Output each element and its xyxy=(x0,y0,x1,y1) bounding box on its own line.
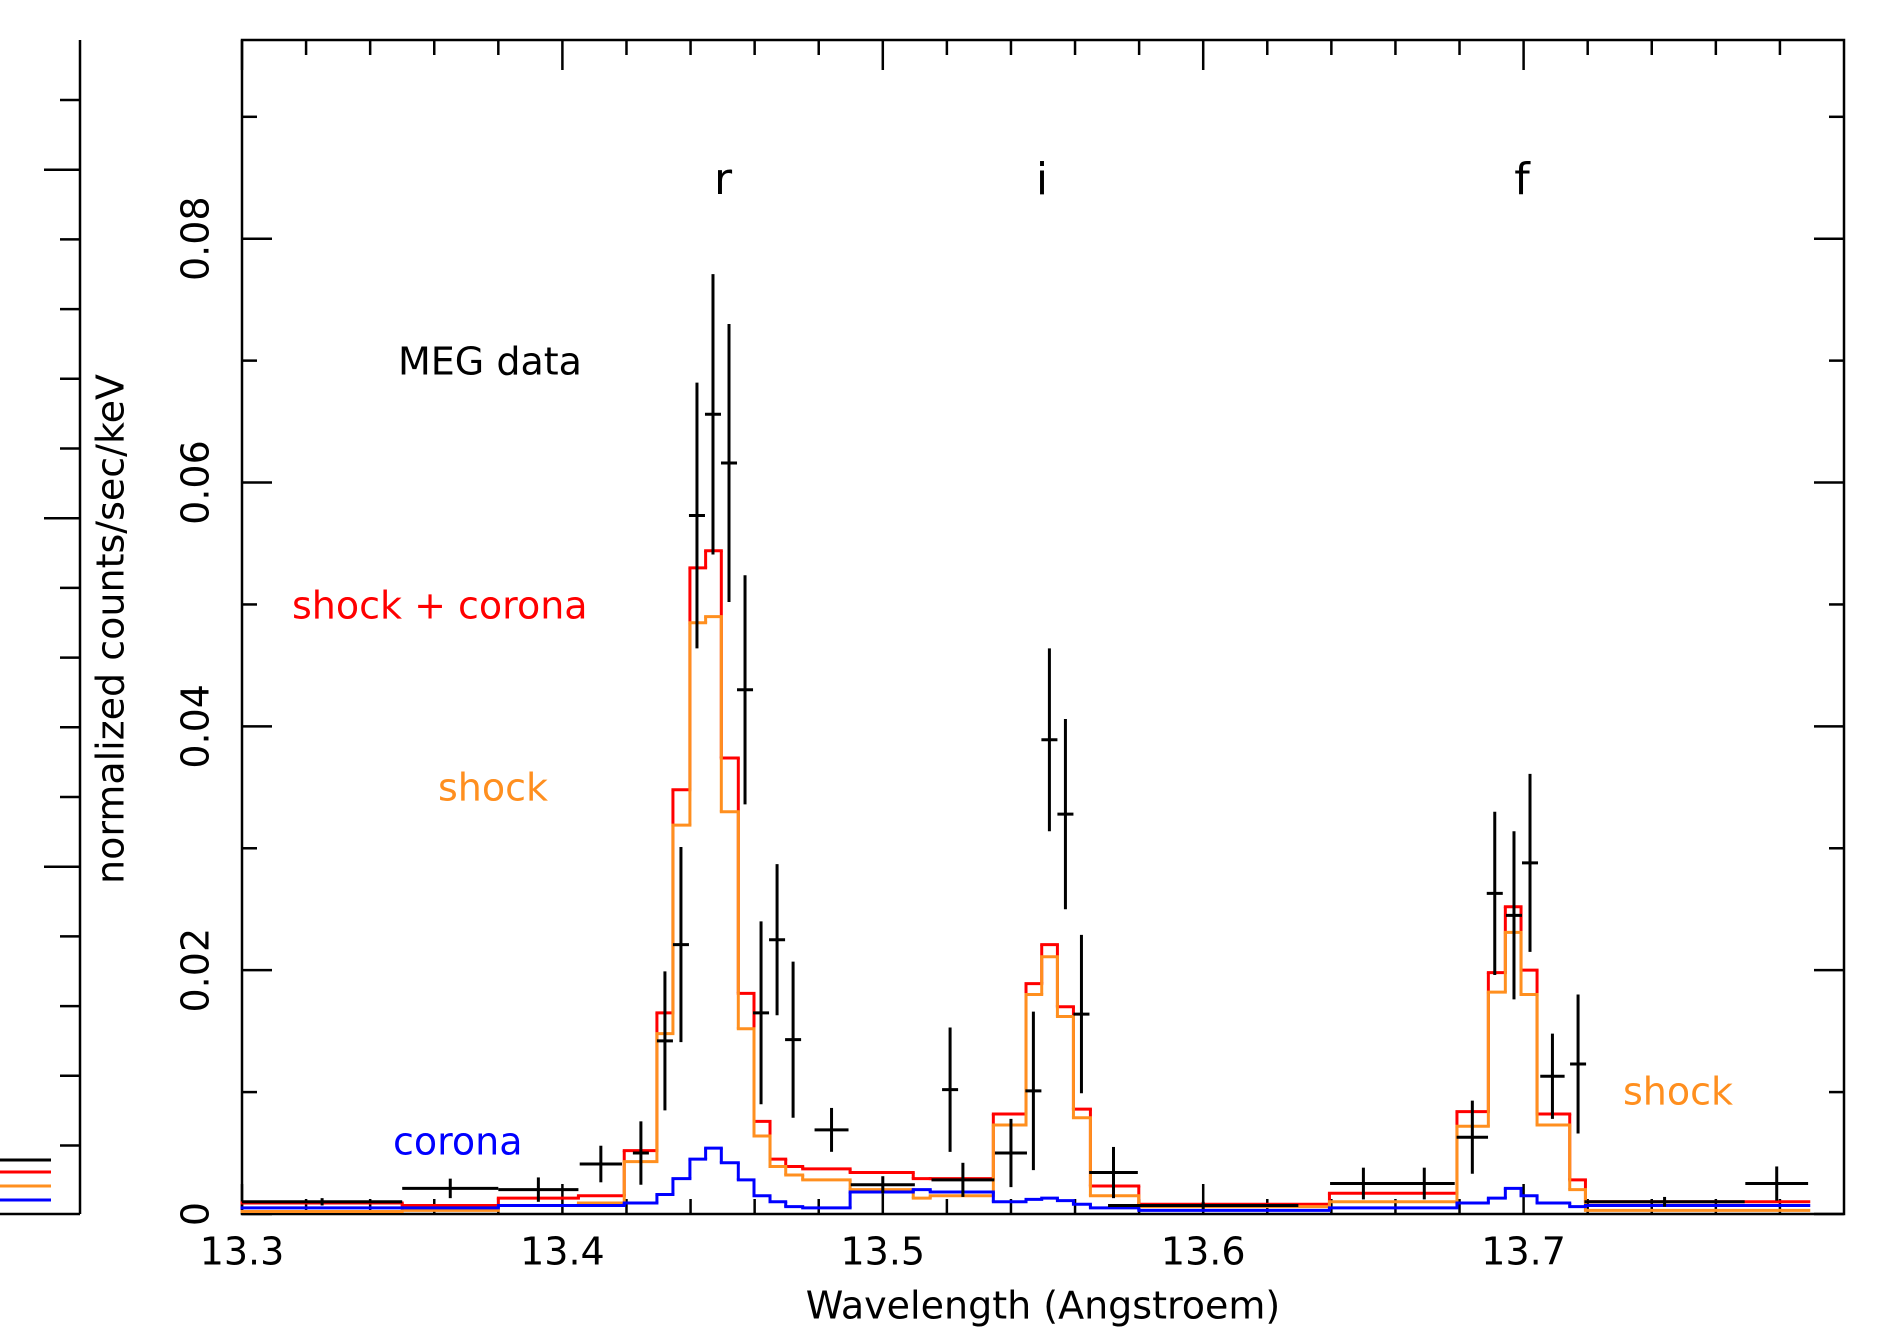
series-legend: corona xyxy=(393,1120,523,1164)
x-tick-label: 13.6 xyxy=(1161,1230,1246,1274)
y-tick-label: 0 xyxy=(174,1202,218,1226)
x-tick-label: 13.5 xyxy=(840,1230,925,1274)
y-tick-label: 0.08 xyxy=(174,196,218,281)
series-legend: shock xyxy=(438,766,548,810)
line-label: r xyxy=(714,154,733,205)
y-tick-label: 0.02 xyxy=(174,928,218,1013)
annotation: shock xyxy=(1623,1070,1733,1114)
plot-frame xyxy=(240,38,1846,1216)
y-axis-label: normalized counts/sec/keV xyxy=(89,374,133,884)
x-tick-label: 13.4 xyxy=(520,1230,605,1274)
x-tick-label: 13.7 xyxy=(1481,1230,1566,1274)
y-tick-label: 0.06 xyxy=(174,440,218,525)
y-tick-label: 0.04 xyxy=(174,684,218,769)
line-label: i xyxy=(1036,154,1048,205)
line-label: f xyxy=(1514,154,1531,205)
x-tick-label: 13.3 xyxy=(200,1230,285,1274)
series-legend: shock + corona xyxy=(292,584,588,628)
data-legend: MEG data xyxy=(398,340,582,384)
x-axis-label: Wavelength (Angstroem) xyxy=(806,1284,1280,1328)
